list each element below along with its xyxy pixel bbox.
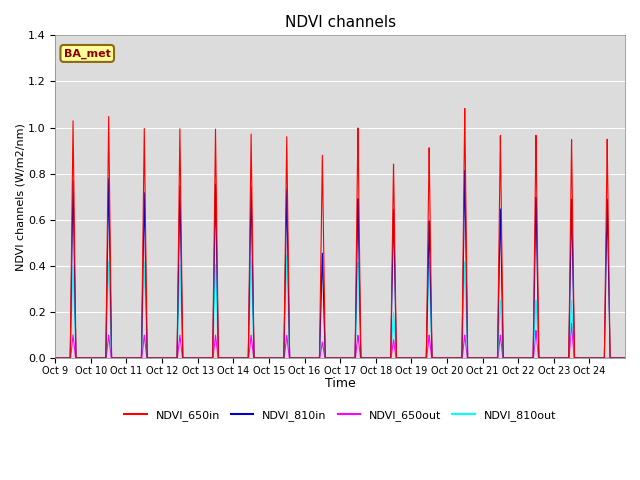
Legend: NDVI_650in, NDVI_810in, NDVI_650out, NDVI_810out: NDVI_650in, NDVI_810in, NDVI_650out, NDV…: [120, 406, 561, 425]
NDVI_650in: [388, 240, 396, 245]
NDVI_810out: [80, 355, 88, 361]
X-axis label: Time: Time: [324, 377, 355, 390]
Title: NDVI channels: NDVI channels: [285, 15, 396, 30]
NDVI_810in: [413, 355, 421, 361]
NDVI_650in: [413, 355, 421, 361]
NDVI_650out: [80, 355, 88, 361]
NDVI_650out: [413, 355, 421, 361]
NDVI_810in: [258, 355, 266, 361]
NDVI_810out: [258, 355, 266, 361]
NDVI_650out: [258, 355, 266, 361]
NDVI_810out: [388, 327, 396, 333]
NDVI_810in: [388, 267, 396, 273]
Line: NDVI_810in: NDVI_810in: [55, 170, 625, 358]
NDVI_810out: [413, 355, 421, 361]
Y-axis label: NDVI channels (W/m2/nm): NDVI channels (W/m2/nm): [15, 123, 25, 271]
NDVI_650in: [461, 106, 468, 111]
NDVI_810out: [51, 355, 59, 361]
NDVI_650out: [504, 355, 512, 361]
NDVI_650in: [504, 355, 512, 361]
NDVI_810in: [621, 355, 629, 361]
NDVI_810in: [461, 168, 468, 173]
Line: NDVI_810out: NDVI_810out: [55, 255, 625, 358]
NDVI_810out: [504, 355, 512, 361]
NDVI_810out: [474, 355, 481, 361]
NDVI_650out: [568, 321, 575, 326]
NDVI_650out: [474, 355, 481, 361]
NDVI_650out: [51, 355, 59, 361]
NDVI_650in: [258, 355, 266, 361]
NDVI_650out: [388, 345, 396, 351]
Line: NDVI_650out: NDVI_650out: [55, 324, 625, 358]
Line: NDVI_650in: NDVI_650in: [55, 108, 625, 358]
NDVI_810out: [283, 252, 291, 258]
NDVI_650out: [621, 355, 629, 361]
NDVI_810in: [51, 355, 59, 361]
NDVI_650in: [51, 355, 59, 361]
NDVI_810in: [474, 355, 481, 361]
NDVI_650in: [474, 355, 481, 361]
NDVI_650in: [621, 355, 629, 361]
Text: BA_met: BA_met: [64, 48, 111, 59]
NDVI_810in: [80, 355, 88, 361]
NDVI_810out: [621, 355, 629, 361]
NDVI_650in: [80, 355, 88, 361]
NDVI_810in: [504, 355, 512, 361]
